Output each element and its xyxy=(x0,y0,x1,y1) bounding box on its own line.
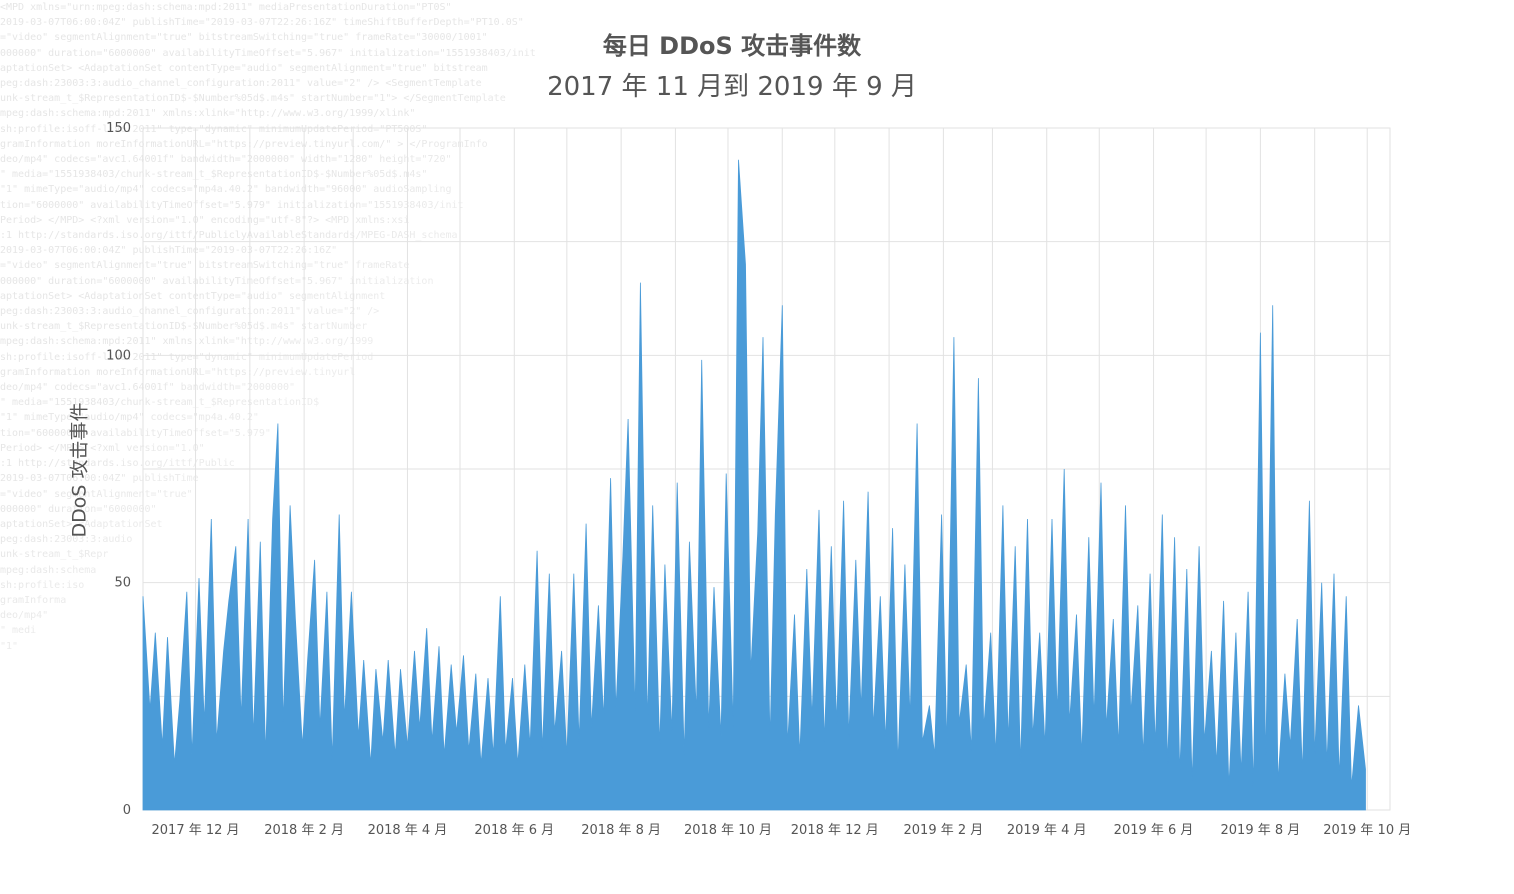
x-tick-label: 2019 年 2 月 xyxy=(904,823,984,838)
chart-subtitle: 2017 年 11 月到 2019 年 9 月 xyxy=(547,72,917,102)
x-tick-label: 2018 年 4 月 xyxy=(368,823,448,838)
y-axis-ticks: 0 50 100 150 xyxy=(106,121,131,818)
x-axis-ticks: 2017 年 12 月 2018 年 2 月 2018 年 4 月 2018 年 6 … xyxy=(152,823,1412,838)
x-tick-label: 2019 年 4 月 xyxy=(1007,823,1087,838)
x-tick-label: 2018 年 10 月 xyxy=(684,823,772,838)
x-tick-label: 2018 年 2 月 xyxy=(264,823,344,838)
x-tick-label: 2019 年 6 月 xyxy=(1114,823,1194,838)
y-tick-label: 100 xyxy=(106,348,131,363)
x-tick-label: 2018 年 8 月 xyxy=(581,823,661,838)
y-tick-label: 0 xyxy=(123,803,131,818)
series-area xyxy=(142,159,1366,811)
x-tick-label: 2019 年 8 月 xyxy=(1221,823,1301,838)
x-tick-label: 2018 年 6 月 xyxy=(474,823,554,838)
background-code-texture: <MPD xmlns="urn:mpeg:dash:schema:mpd:201… xyxy=(0,2,536,652)
x-tick-label: 2019 年 10 月 xyxy=(1323,823,1411,838)
x-tick-label: 2017 年 12 月 xyxy=(152,823,240,838)
y-tick-label: 150 xyxy=(106,121,131,136)
series-area-layer xyxy=(142,159,1366,811)
y-tick-label: 50 xyxy=(114,576,131,591)
chart-title: 每日 DDoS 攻击事件数 xyxy=(602,32,862,60)
y-axis-label: DDoS 攻击事件 xyxy=(68,402,91,538)
x-tick-label: 2018 年 12 月 xyxy=(791,823,879,838)
